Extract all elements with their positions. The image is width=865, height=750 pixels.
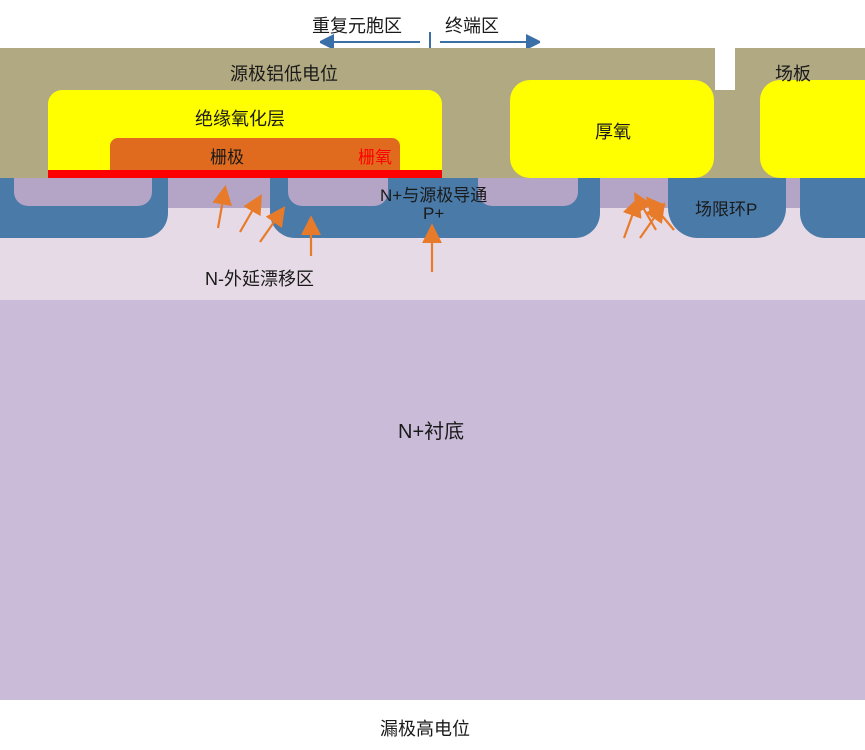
label-n-plus-source: N+与源极导通 bbox=[380, 181, 487, 206]
label-gate-oxide: 栅氧 bbox=[358, 143, 392, 168]
p-well-right bbox=[800, 178, 865, 238]
label-repeat-cell-region: 重复元胞区 bbox=[312, 12, 402, 38]
field-plate-gap bbox=[715, 48, 735, 90]
n-plus-insert-left bbox=[14, 178, 152, 206]
label-terminal-region: 终端区 bbox=[445, 12, 499, 38]
n-plus-insert-midL bbox=[288, 178, 388, 206]
label-gate: 栅极 bbox=[210, 143, 244, 168]
label-p-plus: P+ bbox=[423, 204, 444, 224]
label-drain: 漏极高电位 bbox=[380, 715, 470, 741]
label-source-al: 源极铝低电位 bbox=[230, 60, 338, 86]
label-n-substrate: N+衬底 bbox=[398, 415, 464, 444]
gate-layer bbox=[110, 138, 400, 170]
label-insulating-oxide: 绝缘氧化层 bbox=[195, 105, 285, 131]
field-plate-yellow bbox=[760, 80, 865, 178]
n-substrate-layer bbox=[0, 300, 865, 700]
n-plus-insert-midR bbox=[478, 178, 578, 206]
label-n-epi: N-外延漂移区 bbox=[205, 265, 314, 291]
label-thick-oxide: 厚氧 bbox=[595, 118, 631, 144]
label-field-plate: 场板 bbox=[775, 60, 811, 86]
label-field-ring-p: 场限环P bbox=[695, 195, 757, 220]
